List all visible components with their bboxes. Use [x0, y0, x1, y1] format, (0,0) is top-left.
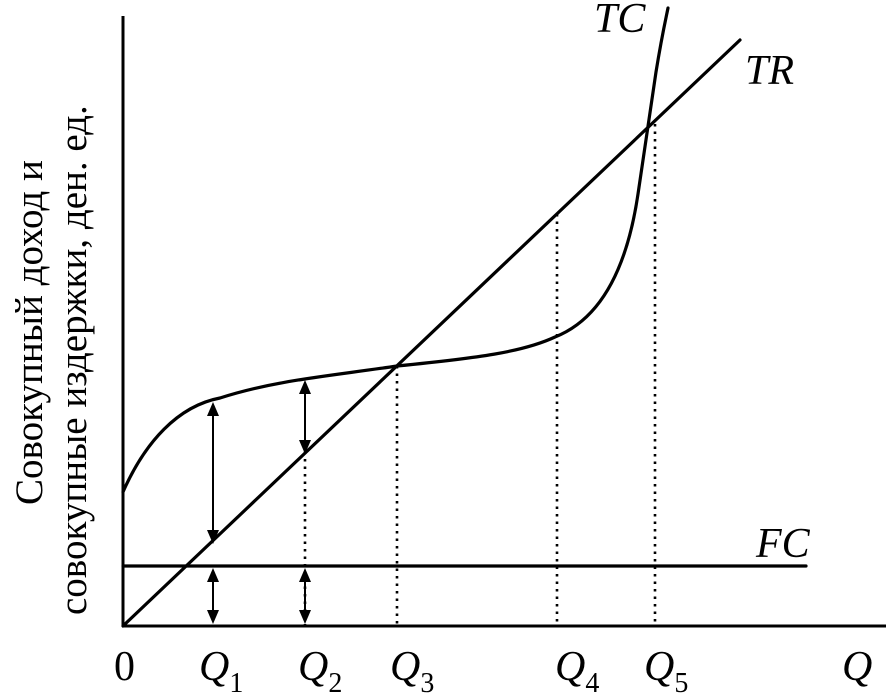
- origin-label: 0: [114, 644, 135, 690]
- q2-fixed-cost-arrow: [299, 568, 311, 624]
- q2-cost-gap-arrow: [299, 380, 311, 454]
- x-tick-q5-base: Q: [644, 644, 674, 690]
- x-tick-q2: Q2: [298, 644, 342, 694]
- x-tick-q2-base: Q: [298, 644, 328, 690]
- x-tick-q3-base: Q: [390, 644, 420, 690]
- q1-fixed-cost-arrow: [207, 568, 219, 624]
- series-label-fc: FC: [755, 521, 811, 567]
- total-revenue-line: [121, 38, 742, 628]
- y-axis-title: Совокупный доход и совокупные издержки, …: [8, 105, 95, 615]
- x-tick-q5-sub: 5: [674, 668, 688, 694]
- x-tick-q1: Q1: [199, 644, 243, 694]
- x-tick-q3-sub: 3: [420, 668, 434, 694]
- x-tick-q1-sub: 1: [229, 668, 243, 694]
- x-tick-q5: Q5: [644, 644, 688, 694]
- x-tick-q4-base: Q: [555, 644, 585, 690]
- y-axis-title-line-2: совокупные издержки, ден. ед.: [52, 105, 95, 615]
- x-tick-q3: Q3: [390, 644, 434, 694]
- x-tick-q1-base: Q: [199, 644, 229, 690]
- series-label-tr: TR: [745, 48, 794, 94]
- x-tick-q4: Q4: [555, 644, 599, 694]
- series-label-tc: TC: [594, 0, 646, 42]
- total-cost-curve: [121, 6, 670, 494]
- x-axis-title: Q: [842, 644, 872, 690]
- q1-cost-gap-arrow: [207, 402, 219, 544]
- x-tick-q2-sub: 2: [328, 668, 342, 694]
- x-tick-q4-sub: 4: [585, 668, 599, 694]
- y-axis-title-line-1: Совокупный доход и: [8, 160, 51, 505]
